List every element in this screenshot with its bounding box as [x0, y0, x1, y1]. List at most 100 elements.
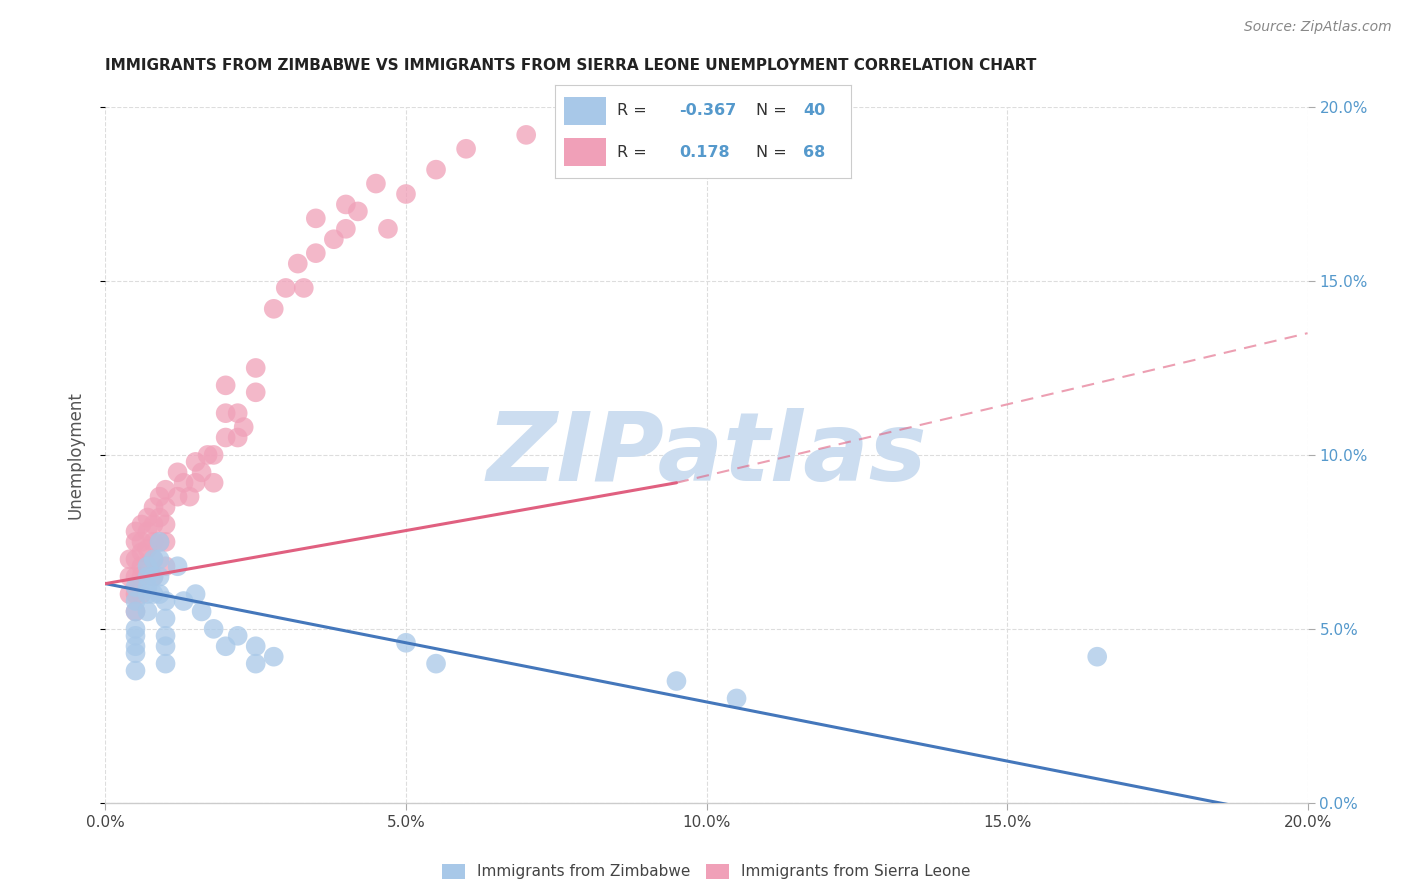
Point: [155, 534, 177, 549]
Text: IMMIGRANTS FROM ZIMBABWE VS IMMIGRANTS FROM SIERRA LEONE UNEMPLOYMENT CORRELATIO: IMMIGRANTS FROM ZIMBABWE VS IMMIGRANTS F…: [105, 58, 1036, 73]
Point: [124, 524, 146, 539]
Point: [148, 552, 170, 566]
Point: [226, 431, 249, 445]
Text: R =: R =: [617, 145, 652, 160]
Point: [124, 646, 146, 660]
Point: [131, 570, 153, 584]
Point: [454, 142, 477, 156]
Point: [202, 475, 225, 490]
Point: [636, 107, 658, 121]
Point: [118, 552, 141, 566]
Point: [124, 587, 146, 601]
Point: [263, 301, 285, 316]
Point: [245, 657, 267, 671]
Point: [124, 552, 146, 566]
Point: [136, 570, 159, 584]
Point: [148, 490, 170, 504]
Point: [347, 204, 370, 219]
Point: [190, 466, 212, 480]
Point: [136, 541, 159, 556]
Point: [166, 466, 188, 480]
Point: [515, 128, 537, 142]
Point: [245, 385, 267, 400]
Point: [142, 570, 165, 584]
Point: [425, 657, 447, 671]
Point: [136, 510, 159, 524]
Bar: [564, 138, 606, 166]
Point: [124, 622, 146, 636]
Point: [148, 534, 170, 549]
Point: [118, 587, 141, 601]
Point: [136, 580, 159, 594]
Point: [166, 490, 188, 504]
Point: [214, 639, 236, 653]
Point: [292, 281, 315, 295]
Point: [142, 587, 165, 601]
Point: [136, 559, 159, 574]
Point: [136, 559, 159, 574]
Point: [142, 500, 165, 514]
Point: [335, 221, 357, 235]
Text: N =: N =: [756, 103, 792, 119]
Point: [305, 246, 328, 260]
Point: [124, 664, 146, 678]
Point: [274, 281, 297, 295]
Point: [665, 674, 688, 689]
Point: [131, 545, 153, 559]
Text: ZIPatlas: ZIPatlas: [486, 409, 927, 501]
Bar: [564, 97, 606, 125]
Point: [179, 490, 201, 504]
Point: [142, 517, 165, 532]
Point: [364, 177, 387, 191]
Point: [395, 187, 418, 202]
Point: [214, 406, 236, 420]
Text: 68: 68: [803, 145, 825, 160]
Point: [142, 570, 165, 584]
Point: [425, 162, 447, 177]
Point: [190, 605, 212, 619]
Point: [305, 211, 328, 226]
Text: 0.178: 0.178: [679, 145, 730, 160]
Point: [124, 534, 146, 549]
Text: -0.367: -0.367: [679, 103, 737, 119]
Point: [142, 552, 165, 566]
Point: [155, 657, 177, 671]
Point: [124, 605, 146, 619]
Point: [124, 580, 146, 594]
Point: [184, 587, 207, 601]
Point: [173, 594, 195, 608]
Point: [322, 232, 344, 246]
Point: [226, 406, 249, 420]
Point: [155, 629, 177, 643]
Point: [335, 197, 357, 211]
Text: N =: N =: [756, 145, 792, 160]
Point: [131, 517, 153, 532]
Point: [1085, 649, 1108, 664]
Point: [232, 420, 254, 434]
Point: [155, 594, 177, 608]
Text: 40: 40: [803, 103, 825, 119]
Point: [155, 611, 177, 625]
Point: [155, 639, 177, 653]
Point: [131, 587, 153, 601]
Point: [118, 570, 141, 584]
Point: [287, 256, 309, 270]
Point: [148, 534, 170, 549]
Point: [166, 559, 188, 574]
Point: [155, 500, 177, 514]
Point: [245, 639, 267, 653]
Point: [124, 639, 146, 653]
Point: [395, 636, 418, 650]
Point: [184, 455, 207, 469]
Text: Source: ZipAtlas.com: Source: ZipAtlas.com: [1244, 20, 1392, 34]
Point: [197, 448, 219, 462]
Point: [202, 448, 225, 462]
Point: [226, 629, 249, 643]
Point: [575, 117, 598, 131]
Point: [131, 534, 153, 549]
Point: [214, 378, 236, 392]
Point: [155, 483, 177, 497]
Point: [202, 622, 225, 636]
Point: [148, 570, 170, 584]
Point: [124, 570, 146, 584]
